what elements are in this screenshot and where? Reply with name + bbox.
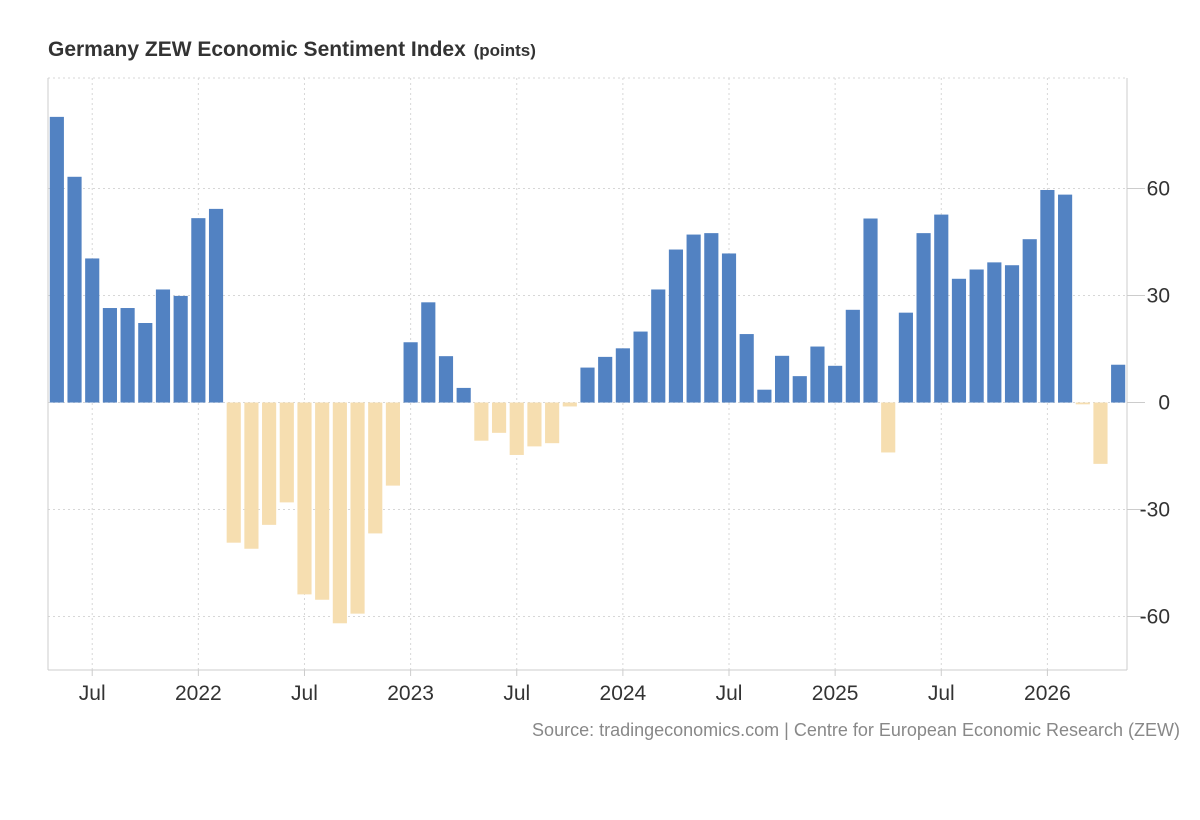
bar-2024-04 xyxy=(668,249,684,403)
bar-2022-09 xyxy=(332,402,347,624)
x-tick-label: 2024 xyxy=(600,682,647,705)
bar-2021-12 xyxy=(173,295,188,403)
bar-2023-02 xyxy=(421,302,436,403)
bar-2024-01 xyxy=(615,348,630,403)
chart-unit: (points) xyxy=(473,41,536,60)
x-tick-label: Jul xyxy=(928,682,955,705)
x-tick-label: 2025 xyxy=(812,682,859,705)
x-tick-label: Jul xyxy=(291,682,318,705)
bar-2023-07 xyxy=(509,402,524,455)
bar-2023-03 xyxy=(438,356,454,403)
bar-2024-12 xyxy=(810,346,825,403)
bar-2021-08 xyxy=(102,308,117,403)
bar-2024-08 xyxy=(739,334,754,403)
chart-title: Germany ZEW Economic Sentiment Index (po… xyxy=(48,38,536,62)
bar-2025-05 xyxy=(898,312,913,403)
bar-2021-05 xyxy=(49,116,64,403)
axes xyxy=(47,78,1145,676)
bar-2024-03 xyxy=(651,289,666,403)
bar-2024-10 xyxy=(774,355,790,403)
bar-2025-10 xyxy=(987,262,1002,403)
bar-2026-02 xyxy=(1058,194,1073,403)
y-tick-label: 60 xyxy=(1147,178,1170,201)
bar-2025-01 xyxy=(828,365,843,403)
bar-2022-08 xyxy=(315,402,330,600)
bar-2023-08 xyxy=(527,402,542,447)
bars xyxy=(49,116,1126,624)
bar-2024-05 xyxy=(686,234,701,403)
bar-2024-07 xyxy=(721,253,737,403)
x-tick-label: 2022 xyxy=(175,682,222,705)
source-note: Source: tradingeconomics.com | Centre fo… xyxy=(532,720,1180,740)
bar-2022-04 xyxy=(244,402,259,549)
bar-2026-04 xyxy=(1093,402,1108,464)
bar-chart: Jul 2022 Jul 2023 Jul 2024 Jul 2025 Jul 2026 60 30… xyxy=(47,77,1170,705)
bar-2021-07 xyxy=(85,258,100,403)
bar-2022-11 xyxy=(368,402,383,534)
x-tick-label: Jul xyxy=(79,682,106,705)
bar-2023-06 xyxy=(491,402,507,433)
bar-2021-11 xyxy=(155,289,171,403)
y-tick-label: -30 xyxy=(1140,499,1170,522)
bar-2022-03 xyxy=(226,402,241,543)
bar-2025-09 xyxy=(969,269,984,403)
bar-2022-05 xyxy=(262,402,277,525)
bar-2022-10 xyxy=(350,402,365,614)
bar-2026-05 xyxy=(1111,364,1126,403)
bar-2021-10 xyxy=(138,323,153,403)
bar-2025-04 xyxy=(881,402,896,453)
bar-2023-12 xyxy=(598,356,613,403)
bar-2021-09 xyxy=(120,308,135,403)
bar-2022-02 xyxy=(208,208,224,403)
bar-2026-03 xyxy=(1075,402,1090,405)
x-tick-label: Jul xyxy=(503,682,530,705)
bar-2022-06 xyxy=(279,402,294,503)
bar-2023-01 xyxy=(403,342,418,403)
chart-title-text: Germany ZEW Economic Sentiment Index xyxy=(48,38,466,61)
bar-2025-12 xyxy=(1022,239,1037,403)
bar-2023-10 xyxy=(562,402,577,407)
y-tick-label: -60 xyxy=(1140,606,1170,629)
bar-2023-05 xyxy=(474,402,489,441)
x-tick-label: 2023 xyxy=(387,682,434,705)
bar-2024-11 xyxy=(792,376,807,403)
bar-2024-06 xyxy=(704,233,719,403)
bar-2023-09 xyxy=(545,402,560,444)
bar-2025-06 xyxy=(916,233,931,403)
bar-2024-02 xyxy=(633,331,648,403)
bar-2026-01 xyxy=(1040,189,1055,403)
y-tick-label: 30 xyxy=(1147,285,1170,308)
y-tick-label: 0 xyxy=(1158,392,1170,415)
bar-2022-01 xyxy=(191,218,206,403)
bar-2025-11 xyxy=(1004,265,1020,403)
bar-2021-06 xyxy=(67,176,82,403)
bar-2025-03 xyxy=(863,218,878,403)
bar-2023-11 xyxy=(580,367,595,403)
y-axis-labels: 60 30 0 -30 -60 xyxy=(1140,178,1170,629)
x-tick-label: 2026 xyxy=(1024,682,1071,705)
bar-2023-04 xyxy=(456,387,471,403)
bar-2022-07 xyxy=(297,402,312,595)
bar-2022-12 xyxy=(385,402,401,486)
bar-2025-02 xyxy=(845,309,860,403)
x-axis-labels: Jul 2022 Jul 2023 Jul 2024 Jul 2025 Jul 2026 xyxy=(79,682,1071,705)
bar-2025-08 xyxy=(951,278,967,403)
x-tick-label: Jul xyxy=(716,682,743,705)
bar-2024-09 xyxy=(757,389,772,403)
bar-2025-07 xyxy=(934,214,949,403)
